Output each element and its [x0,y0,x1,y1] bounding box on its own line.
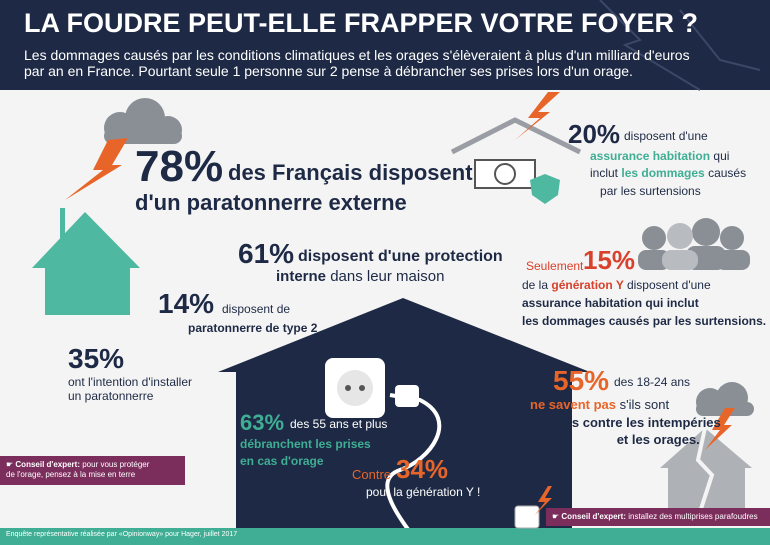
tip-box: ☛ Conseil d'expert: pour vous protéger de… [0,456,185,485]
title: LA FOUDRE PEUT-ELLE FRAPPER VOTRE FOYER … [24,8,699,38]
house [32,212,140,315]
stat-text: pour la génération Y ! [366,485,481,499]
stat-figure: 15% [583,245,636,275]
stat-figure: 14% [158,288,215,319]
lightning [535,486,552,515]
tip-label: Conseil d'expert: [15,460,80,469]
euro-icon [494,163,516,185]
stat-text: en cas d'orage [240,453,324,468]
stat-text: par les surtensions [600,183,701,198]
stat-text: Contre [352,467,392,482]
stat-text: ne savent pas s'ils sont assurés contre l… [530,396,721,449]
subtitle-line: par an en France. Pourtant seule 1 perso… [24,63,633,80]
footer-note: Enquête représentative réalisée par «Opi… [6,531,238,538]
cloud [104,98,182,144]
subtitle-line: Les dommages causés par les conditions c… [24,47,690,63]
socket-hole [337,370,373,406]
stat-text: Seulement [526,259,584,273]
stat-text: assurance habitation [590,149,711,163]
cloud [696,382,754,416]
stat-figure: 63% [240,410,285,435]
stat-text: qui [713,149,730,163]
stat-text: débranchent les prises [240,437,371,451]
stat-text: et les orages. [616,432,700,448]
chimney [60,208,65,238]
stat-text: ne savent pas [530,397,616,412]
stat-text: ont l'intention d'installer [68,375,192,389]
power-strip [514,505,540,529]
subtitle: Les dommages causés par les conditions c… [24,47,690,79]
house [218,298,590,545]
stat-text: assurance habitation qui inclut les domma… [590,148,746,200]
tip-label: Conseil d'expert: [561,512,626,521]
stat-text: s'ils sont [619,397,670,412]
lightning [705,408,735,450]
stat-text: des 55 ans et plus [290,417,388,431]
tip-box: ☛ Conseil d'expert: installez des multip… [546,508,770,527]
stat-text: causés [708,166,747,181]
stat-text: d'un paratonnerre externe [135,190,407,215]
tip-text: de l'orage, pensez à la mise en terre [6,470,136,480]
stat-text: dans leur maison [330,268,445,285]
stat-text: débranchent les prises en cas d'orage [240,436,371,470]
shield [530,174,560,204]
stat-text: des 18-24 ans [614,375,691,389]
lightning [515,92,560,140]
stat-text: disposent d'une [624,129,708,143]
lightning [65,138,128,200]
stat-figure: 35% [68,343,125,374]
stat-text: de la [522,278,549,292]
tip-text: installez des multiprises parafoudres [628,512,758,521]
stat-text: génération Y [551,278,624,292]
stat-figure: 34% [396,454,449,484]
stat-text: interne [276,268,327,285]
tip-text: pour vous protéger [82,460,150,469]
stat-text: ont l'intention d'installer un paratonner… [68,375,192,404]
stat-text: interne dans leur maison [276,268,444,285]
people [638,218,750,270]
stat-text: les dommages [621,166,705,181]
roof [450,117,582,155]
stat-text: disposent de [222,302,291,316]
footer-band [0,528,770,545]
stat-figure: 78% [135,142,224,191]
plug [395,385,419,407]
stat-text: disposent d'une [626,278,711,292]
stat-figure: 20% [568,119,621,149]
cable [385,393,442,545]
stat-text: de la génération Y disposent d'une assura… [522,276,766,330]
bg-lightning [599,0,761,91]
stat-text: inclut [590,166,619,181]
stat-figure: 55% [553,365,610,396]
stat-text: assurés contre les intempéries [530,414,721,430]
stat-text: assurance habitation qui inclut [522,296,699,310]
stat-text: disposent d'une protection [298,248,503,265]
stat-text: des Français disposent [228,160,473,185]
stat-figure: 61% [238,238,295,269]
stat-text: les dommages causés par les surtensions. [522,314,767,328]
header-band [0,0,770,90]
stat-text: un paratonnerre [68,388,154,403]
stat-text: paratonnerre de type 2 [188,321,318,335]
